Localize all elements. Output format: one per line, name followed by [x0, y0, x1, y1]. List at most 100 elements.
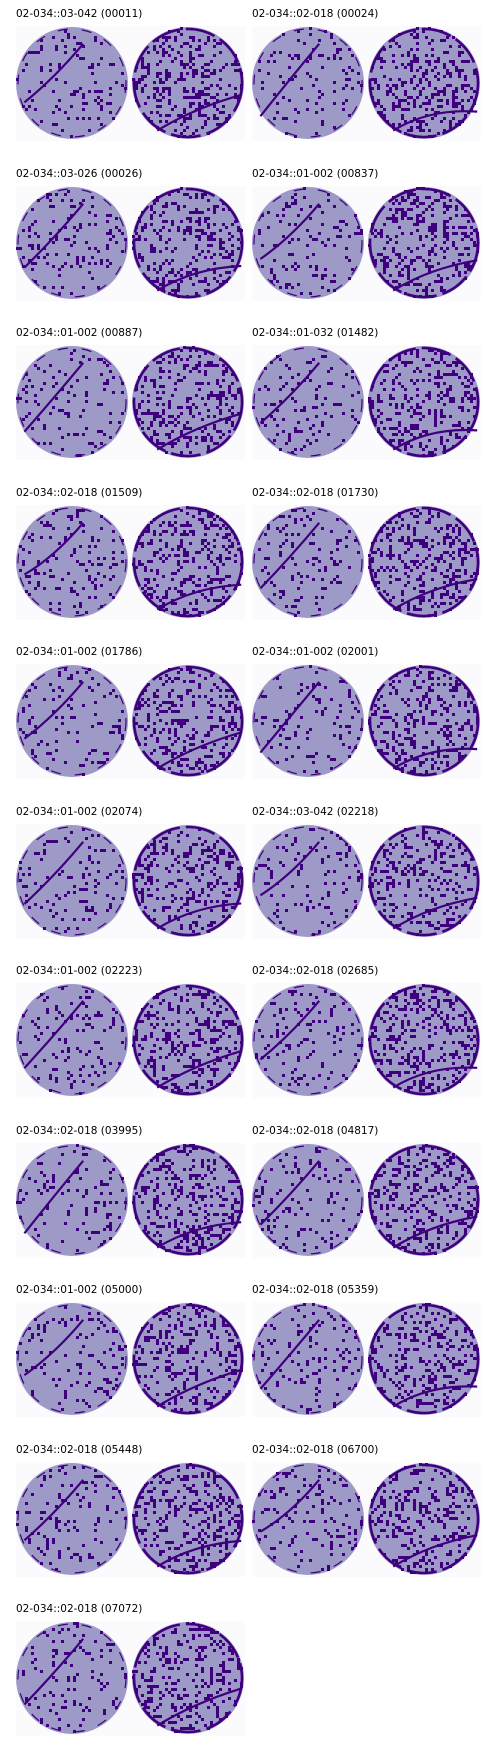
- wafer-map: [368, 1303, 480, 1415]
- wafer-pair: [252, 1142, 481, 1258]
- defect-pixels: [132, 1462, 243, 1574]
- scratch-line: [259, 1319, 321, 1390]
- wafer-map: [16, 186, 128, 299]
- wafer-disc: [16, 27, 128, 139]
- wafer-pair: [252, 664, 481, 779]
- wafer-pair: [16, 504, 245, 620]
- wafer-pair-svg: [16, 1622, 244, 1734]
- wafer-disc: [252, 186, 364, 299]
- wafer-map: [368, 27, 480, 139]
- scratch-line: [23, 1638, 85, 1706]
- edge-ring: [132, 346, 244, 458]
- wafer-map: [132, 186, 244, 299]
- edge-ring: [132, 825, 244, 936]
- defect-pixels: [132, 987, 243, 1095]
- defect-pixels: [132, 1143, 243, 1255]
- wafer-pair-svg: [16, 665, 244, 777]
- panel-label: 02-034::02-018 (04817): [252, 1124, 379, 1137]
- wafer-pair-svg: [16, 1303, 244, 1415]
- defect-pixels: [132, 186, 243, 298]
- edge-ring: [132, 27, 244, 139]
- wafer-disc: [368, 186, 480, 299]
- scratch-line: [23, 362, 85, 433]
- wafer-map: [16, 1462, 128, 1575]
- defect-pixels: [19, 668, 124, 776]
- scratch-line: [392, 258, 478, 292]
- wafer-map: [252, 1303, 364, 1415]
- defect-pixels: [368, 665, 479, 776]
- wafer-pair-svg: [252, 1143, 480, 1256]
- scratch-line: [392, 747, 478, 770]
- wafer-map: [132, 27, 244, 139]
- scratch-line: [156, 731, 242, 770]
- edge-ring: [253, 28, 363, 138]
- defect-pixels: [19, 827, 124, 933]
- scratch-line: [156, 1687, 242, 1727]
- scratch-line: [156, 412, 242, 451]
- wafer-disc: [252, 1303, 364, 1415]
- wafer-pair: [252, 345, 481, 460]
- wafer-map: [368, 505, 480, 618]
- edge-ring: [17, 825, 127, 936]
- edge-ring: [132, 187, 244, 298]
- wafer-pair: [16, 1621, 245, 1736]
- edge-ring: [253, 666, 363, 776]
- defect-pixels: [132, 505, 243, 617]
- defect-pixels: [255, 827, 363, 936]
- wafer-map: [16, 824, 128, 937]
- scratch-line: [156, 1050, 242, 1089]
- edge-ring: [368, 1303, 480, 1415]
- wafer-map: [132, 346, 244, 458]
- wafer-pair-svg: [16, 824, 244, 937]
- panel-label: 02-034::03-042 (02218): [252, 805, 379, 818]
- wafer-map: [252, 984, 364, 1096]
- wafer-map: [252, 824, 364, 937]
- wafer-disc: [252, 346, 364, 458]
- wafer-map: [16, 1622, 128, 1734]
- wafer-disc: [16, 1462, 128, 1575]
- panel-label: 02-034::02-018 (02685): [252, 965, 379, 977]
- edge-ring: [368, 825, 480, 936]
- wafer-map: [132, 665, 244, 777]
- edge-ring: [17, 1623, 127, 1733]
- edge-ring: [17, 1463, 127, 1574]
- wafer-pair-svg: [16, 505, 244, 618]
- wafer-disc: [368, 824, 480, 937]
- scratch-line: [156, 1368, 242, 1408]
- wafer-pair-svg: [252, 27, 480, 139]
- scratch-line: [392, 896, 478, 930]
- panel-label: 02-034::02-018 (01509): [16, 486, 143, 499]
- edge-ring: [17, 187, 127, 298]
- panel-label: 02-034::02-018 (05448): [16, 1443, 143, 1456]
- scratch-line: [156, 583, 242, 611]
- defect-pixels: [252, 355, 360, 454]
- edge-ring: [368, 665, 480, 777]
- wafer-map: [132, 505, 244, 618]
- scratch-line: [392, 1066, 478, 1089]
- wafer-pair-svg: [252, 824, 480, 937]
- edge-ring: [17, 28, 127, 138]
- defect-pixels: [368, 508, 479, 617]
- panel-label: 02-034::01-002 (02074): [16, 805, 143, 818]
- wafer-disc: [252, 665, 364, 777]
- edge-ring: [253, 1144, 363, 1255]
- panel-label: 02-034::01-032 (01482): [252, 327, 379, 339]
- wafer-map: [132, 824, 244, 937]
- scratch-line: [156, 1220, 242, 1249]
- defect-pixels: [255, 665, 363, 773]
- scratch-line: [392, 1533, 478, 1568]
- wafer-pair-svg: [16, 1462, 244, 1575]
- wafer-map: [368, 665, 480, 777]
- edge-ring: [17, 1304, 127, 1414]
- wafer-disc: [252, 824, 364, 937]
- wafer-disc: [368, 1303, 480, 1415]
- wafer-map: [132, 1303, 244, 1415]
- defect-pixels: [135, 668, 243, 773]
- wafer-pair: [252, 185, 481, 301]
- edge-ring: [368, 506, 480, 617]
- scratch-line: [259, 362, 321, 425]
- wafer-pair: [252, 823, 481, 939]
- wafer-pair-svg: [16, 346, 244, 458]
- wafer-map: [368, 984, 480, 1096]
- edge-ring: [17, 1144, 127, 1255]
